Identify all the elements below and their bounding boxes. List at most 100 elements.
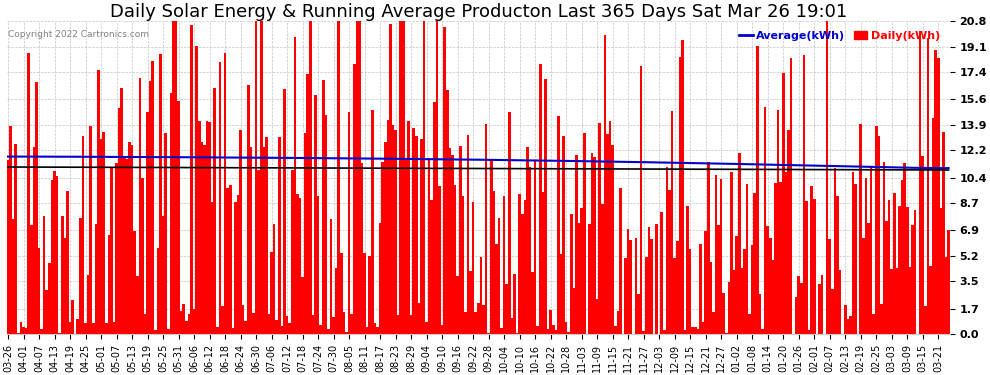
Bar bbox=[914, 210, 917, 334]
Bar bbox=[647, 227, 650, 334]
Bar bbox=[325, 115, 327, 334]
Bar bbox=[862, 238, 864, 334]
Bar bbox=[444, 27, 446, 334]
Bar bbox=[38, 248, 41, 334]
Bar bbox=[270, 252, 273, 334]
Legend: Average(kWh), Daily(kWh): Average(kWh), Daily(kWh) bbox=[735, 27, 944, 45]
Bar bbox=[741, 268, 743, 334]
Bar bbox=[61, 216, 63, 334]
Bar bbox=[813, 199, 816, 334]
Bar bbox=[466, 135, 469, 334]
Bar bbox=[508, 112, 511, 334]
Bar bbox=[612, 145, 614, 334]
Bar bbox=[265, 138, 267, 334]
Bar bbox=[343, 312, 346, 334]
Bar bbox=[456, 276, 459, 334]
Bar bbox=[609, 122, 612, 334]
Bar bbox=[885, 221, 888, 334]
Bar bbox=[903, 163, 906, 334]
Bar bbox=[33, 147, 36, 334]
Bar bbox=[851, 172, 854, 334]
Bar bbox=[919, 31, 922, 334]
Bar bbox=[733, 270, 736, 334]
Bar bbox=[20, 322, 22, 334]
Bar bbox=[154, 330, 156, 334]
Bar bbox=[580, 208, 583, 334]
Bar bbox=[340, 253, 343, 334]
Bar bbox=[219, 62, 221, 334]
Bar bbox=[314, 96, 317, 334]
Bar bbox=[691, 327, 694, 334]
Bar bbox=[901, 180, 903, 334]
Bar bbox=[469, 271, 472, 334]
Bar bbox=[254, 21, 257, 334]
Bar bbox=[36, 82, 38, 334]
Bar bbox=[214, 88, 216, 334]
Bar bbox=[532, 272, 534, 334]
Bar bbox=[684, 330, 686, 334]
Bar bbox=[413, 129, 415, 334]
Bar bbox=[386, 120, 389, 334]
Bar bbox=[764, 107, 766, 334]
Bar bbox=[87, 275, 89, 334]
Bar bbox=[273, 224, 275, 334]
Bar bbox=[50, 180, 53, 334]
Bar bbox=[262, 147, 265, 334]
Bar bbox=[671, 111, 673, 334]
Bar bbox=[182, 304, 185, 334]
Bar bbox=[464, 312, 466, 334]
Bar bbox=[665, 167, 668, 334]
Bar bbox=[890, 269, 893, 334]
Bar bbox=[371, 110, 373, 334]
Bar bbox=[779, 182, 782, 334]
Bar bbox=[180, 312, 182, 334]
Bar bbox=[428, 158, 431, 334]
Bar bbox=[333, 317, 335, 334]
Bar bbox=[562, 136, 565, 334]
Bar bbox=[811, 186, 813, 334]
Bar bbox=[379, 223, 381, 334]
Bar bbox=[898, 206, 901, 334]
Bar bbox=[309, 21, 312, 334]
Bar bbox=[240, 130, 242, 334]
Bar bbox=[139, 78, 142, 334]
Bar bbox=[787, 130, 790, 334]
Bar bbox=[187, 314, 190, 334]
Bar bbox=[159, 54, 161, 334]
Bar bbox=[745, 184, 748, 334]
Bar bbox=[821, 275, 824, 334]
Bar bbox=[877, 136, 880, 334]
Bar bbox=[283, 89, 286, 334]
Bar bbox=[769, 238, 771, 334]
Bar bbox=[872, 315, 875, 334]
Bar bbox=[100, 139, 102, 334]
Bar bbox=[702, 322, 705, 334]
Bar bbox=[736, 236, 738, 334]
Bar bbox=[420, 138, 423, 334]
Bar bbox=[436, 21, 439, 334]
Bar bbox=[519, 194, 521, 334]
Bar bbox=[275, 321, 278, 334]
Bar bbox=[697, 329, 699, 334]
Bar bbox=[846, 320, 849, 334]
Bar bbox=[593, 157, 596, 334]
Bar bbox=[227, 188, 229, 334]
Bar bbox=[893, 193, 896, 334]
Bar bbox=[479, 257, 482, 334]
Bar bbox=[748, 314, 750, 334]
Bar bbox=[418, 303, 420, 334]
Bar bbox=[229, 185, 232, 334]
Bar bbox=[147, 112, 148, 334]
Bar bbox=[619, 188, 622, 334]
Bar bbox=[301, 277, 304, 334]
Bar bbox=[335, 268, 338, 334]
Bar bbox=[363, 253, 366, 334]
Bar bbox=[808, 330, 811, 334]
Bar bbox=[485, 124, 487, 334]
Bar bbox=[221, 306, 224, 334]
Bar bbox=[718, 225, 720, 334]
Bar bbox=[482, 305, 485, 334]
Bar bbox=[715, 175, 718, 334]
Bar bbox=[142, 178, 144, 334]
Bar bbox=[756, 46, 758, 334]
